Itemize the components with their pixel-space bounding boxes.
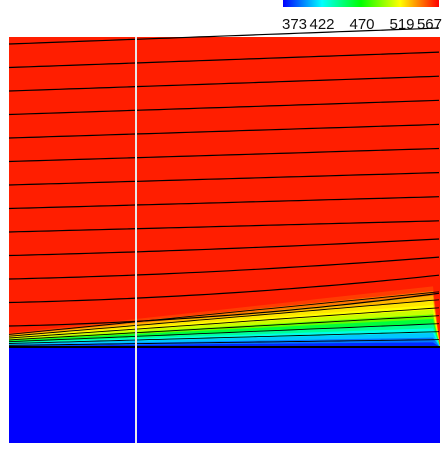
streamline <box>8 51 440 69</box>
streamline <box>8 27 440 45</box>
colorbar-tick-label: 470 <box>349 16 374 33</box>
streamline <box>8 339 440 346</box>
streamline <box>8 238 440 257</box>
streamline <box>8 323 440 343</box>
streamline <box>8 307 440 339</box>
colorbar-tick-label: 567 <box>417 16 442 33</box>
streamline <box>8 99 440 116</box>
streamline <box>8 75 440 92</box>
streamline <box>8 331 440 344</box>
streamline <box>8 123 440 139</box>
streamline <box>8 315 440 341</box>
streamlines <box>8 27 440 327</box>
streamline <box>8 292 440 327</box>
streamline <box>8 299 440 337</box>
near-wall-streamlines <box>8 291 440 348</box>
cold-region <box>9 347 440 443</box>
colorbar-ticks: 373 422 470 519 567 <box>282 16 442 33</box>
streamline <box>8 196 440 210</box>
colorbar <box>283 0 439 7</box>
thermal-boundary-layer <box>9 286 440 347</box>
streamline <box>8 291 440 335</box>
streamline <box>8 147 440 163</box>
streamline <box>8 274 440 304</box>
colorbar-tick-label: 373 <box>282 16 307 33</box>
streamline <box>8 220 440 233</box>
streamline <box>8 256 440 280</box>
colorbar-tick-label: 519 <box>389 16 414 33</box>
colorbar-tick-label: 422 <box>309 16 334 33</box>
temperature-band <box>9 342 440 347</box>
streamline <box>8 172 440 186</box>
